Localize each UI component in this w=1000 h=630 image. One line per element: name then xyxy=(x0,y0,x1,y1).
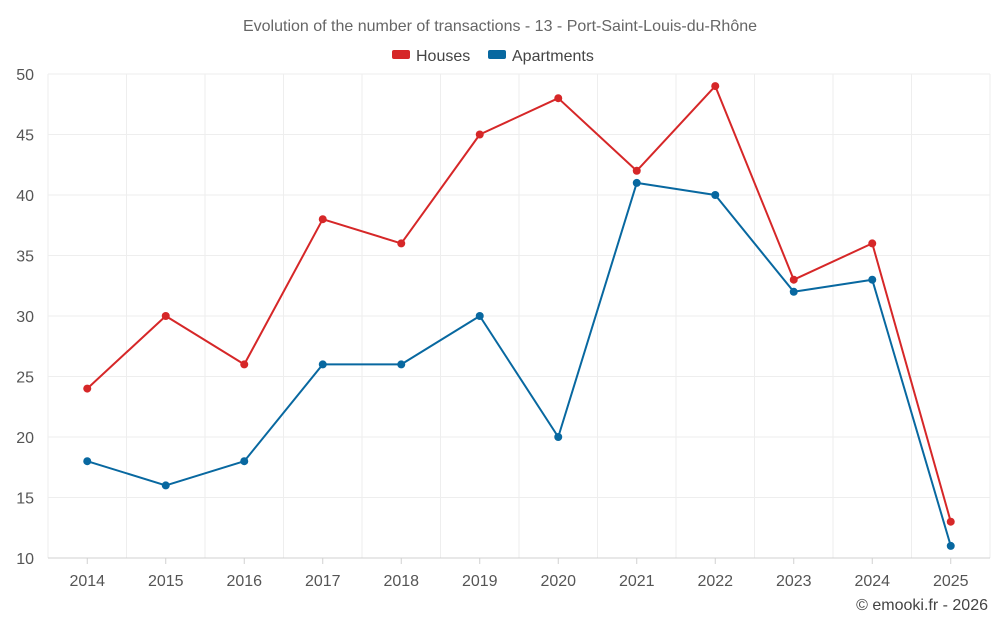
x-tick-label: 2019 xyxy=(462,573,498,590)
data-point-apartments-2023[interactable] xyxy=(789,287,798,296)
legend-label: Apartments xyxy=(512,48,594,65)
data-point-apartments-2021[interactable] xyxy=(632,178,641,187)
series-apartments xyxy=(83,178,955,550)
data-point-houses-2022[interactable] xyxy=(711,82,720,91)
data-point-houses-2024[interactable] xyxy=(868,239,877,248)
x-tick-label: 2022 xyxy=(697,573,733,590)
x-tick-label: 2024 xyxy=(854,573,890,590)
data-point-apartments-2019[interactable] xyxy=(475,312,484,320)
data-point-houses-2017[interactable] xyxy=(318,215,327,224)
x-tick-label: 2016 xyxy=(226,573,262,590)
y-tick-label: 45 xyxy=(16,128,34,145)
x-axis: 2014 2015 2016 2017 2018 2019 2020 2021 2022 2023… xyxy=(48,557,990,590)
y-tick-label: 20 xyxy=(16,430,34,447)
legend: Houses Apartments xyxy=(392,48,594,65)
data-point-apartments-2022[interactable] xyxy=(711,191,720,199)
data-point-apartments-2014[interactable] xyxy=(83,457,92,466)
x-tick-label: 2021 xyxy=(619,573,655,590)
y-tick-label: 35 xyxy=(16,249,34,266)
data-point-houses-2023[interactable] xyxy=(789,275,798,284)
x-tick-label: 2023 xyxy=(776,573,812,590)
x-tick-label: 2025 xyxy=(933,573,969,590)
legend-swatch xyxy=(488,50,506,59)
y-tick-label: 40 xyxy=(16,188,34,205)
x-tick-label: 2014 xyxy=(69,573,105,590)
legend-label: Houses xyxy=(416,48,470,65)
y-tick-label: 10 xyxy=(16,551,34,568)
credit-text: © emooki.fr - 2026 xyxy=(856,597,988,614)
data-point-apartments-2018[interactable] xyxy=(397,360,406,369)
series-houses xyxy=(83,82,955,526)
data-point-apartments-2025[interactable] xyxy=(946,541,955,550)
data-point-houses-2020[interactable] xyxy=(554,94,563,103)
series-layer xyxy=(83,82,955,550)
data-point-houses-2015[interactable] xyxy=(161,312,170,320)
y-tick-label: 30 xyxy=(16,309,34,326)
x-tick-label: 2015 xyxy=(148,573,184,590)
data-point-apartments-2017[interactable] xyxy=(318,360,327,369)
data-point-houses-2025[interactable] xyxy=(946,517,955,526)
data-point-houses-2019[interactable] xyxy=(475,130,484,139)
y-tick-label: 50 xyxy=(16,67,34,84)
legend-item-houses[interactable]: Houses xyxy=(392,48,470,65)
data-point-apartments-2020[interactable] xyxy=(554,433,563,441)
chart-title: Evolution of the number of transactions … xyxy=(243,18,757,35)
x-tick-label: 2018 xyxy=(383,573,419,590)
series-line-houses xyxy=(86,85,952,523)
gridlines xyxy=(47,73,991,558)
data-point-houses-2021[interactable] xyxy=(632,166,641,175)
data-point-houses-2018[interactable] xyxy=(397,239,406,248)
data-point-apartments-2024[interactable] xyxy=(868,275,877,284)
legend-swatch xyxy=(392,50,410,59)
y-tick-label: 15 xyxy=(16,491,34,508)
x-tick-label: 2017 xyxy=(305,573,341,590)
data-point-apartments-2016[interactable] xyxy=(240,457,249,466)
data-point-houses-2016[interactable] xyxy=(240,360,249,369)
legend-item-apartments[interactable]: Apartments xyxy=(488,48,594,65)
series-line-apartments xyxy=(86,181,952,547)
y-tick-label: 25 xyxy=(16,370,34,387)
x-tick-label: 2020 xyxy=(540,573,576,590)
data-point-apartments-2015[interactable] xyxy=(161,481,170,490)
data-point-houses-2014[interactable] xyxy=(83,384,92,393)
y-axis: 10 15 20 25 30 35 40 45 50 xyxy=(16,67,34,568)
